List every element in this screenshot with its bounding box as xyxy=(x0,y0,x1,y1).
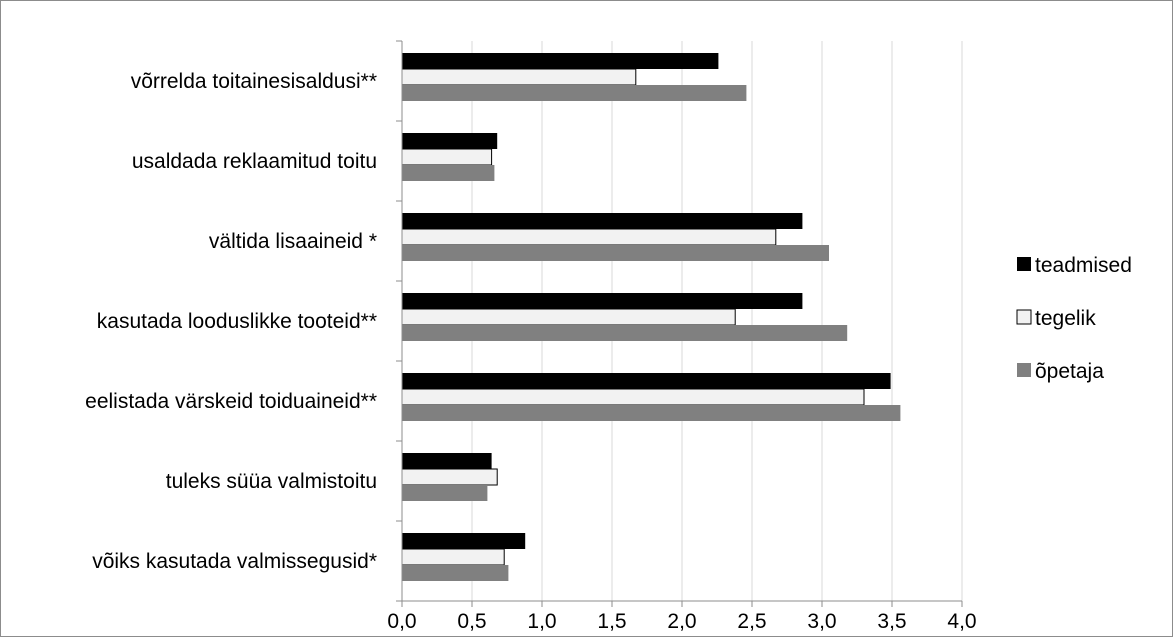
bar-tegelik xyxy=(401,388,865,406)
bars xyxy=(401,53,901,581)
x-tick-label: 1,0 xyxy=(527,610,556,633)
bar-teadmised xyxy=(402,293,803,309)
category-label: eelistada värskeid toiduaineid** xyxy=(85,390,377,413)
legend-swatch-õpetaja xyxy=(1017,363,1031,377)
category-label: kasutada looduslikke tooteid** xyxy=(97,310,377,333)
bar-õpetaja xyxy=(402,245,829,261)
bar-õpetaja xyxy=(402,325,848,341)
bar-teadmised xyxy=(402,213,803,229)
category-label: vältida lisaaineid * xyxy=(209,230,377,253)
x-tick-label: 2,0 xyxy=(667,610,696,633)
x-tick-label: 0,0 xyxy=(387,610,416,633)
legend-swatch-tegelik xyxy=(1016,309,1032,325)
legend: teadmised tegelik õpetaja xyxy=(1016,254,1132,383)
x-tick-label: 1,5 xyxy=(597,610,626,633)
bar-tegelik xyxy=(401,148,493,166)
bar-tegelik xyxy=(401,68,637,86)
x-tick-labels: 0,0 0,5 1,0 1,5 2,0 2,5 3,0 3,5 4,0 xyxy=(387,610,976,633)
category-label: tuleks süüa valmistoitu xyxy=(166,470,377,493)
bar-õpetaja xyxy=(402,85,747,101)
bar-õpetaja xyxy=(402,485,488,501)
category-label: võrrelda toitainesisaldusi** xyxy=(131,70,377,93)
bar-tegelik xyxy=(401,308,736,326)
bar-teadmised xyxy=(402,133,498,149)
bar-tegelik xyxy=(401,468,498,486)
x-tick-label: 3,5 xyxy=(877,610,906,633)
bar-õpetaja xyxy=(402,565,509,581)
bar-õpetaja xyxy=(402,165,495,181)
legend-swatch-teadmised xyxy=(1017,257,1031,271)
category-label: võiks kasutada valmissegusid* xyxy=(92,550,377,573)
category-label: usaldada reklaamitud toitu xyxy=(132,150,377,173)
bar-tegelik xyxy=(401,548,505,566)
legend-label-tegelik: tegelik xyxy=(1035,307,1096,330)
bar-teadmised xyxy=(402,373,891,389)
x-tick-label: 4,0 xyxy=(947,610,976,633)
bar-õpetaja xyxy=(402,405,901,421)
bar-teadmised xyxy=(402,53,719,69)
category-labels: võrrelda toitainesisaldusi** usaldada rek… xyxy=(85,70,377,573)
bar-teadmised xyxy=(402,453,492,469)
legend-label-teadmised: teadmised xyxy=(1035,254,1132,277)
x-tick-label: 0,5 xyxy=(457,610,486,633)
bar-teadmised xyxy=(402,533,526,549)
axes xyxy=(396,40,963,607)
x-tick-label: 2,5 xyxy=(737,610,766,633)
bar-tegelik xyxy=(401,228,777,246)
x-tick-label: 3,0 xyxy=(807,610,836,633)
legend-label-õpetaja: õpetaja xyxy=(1035,360,1104,383)
